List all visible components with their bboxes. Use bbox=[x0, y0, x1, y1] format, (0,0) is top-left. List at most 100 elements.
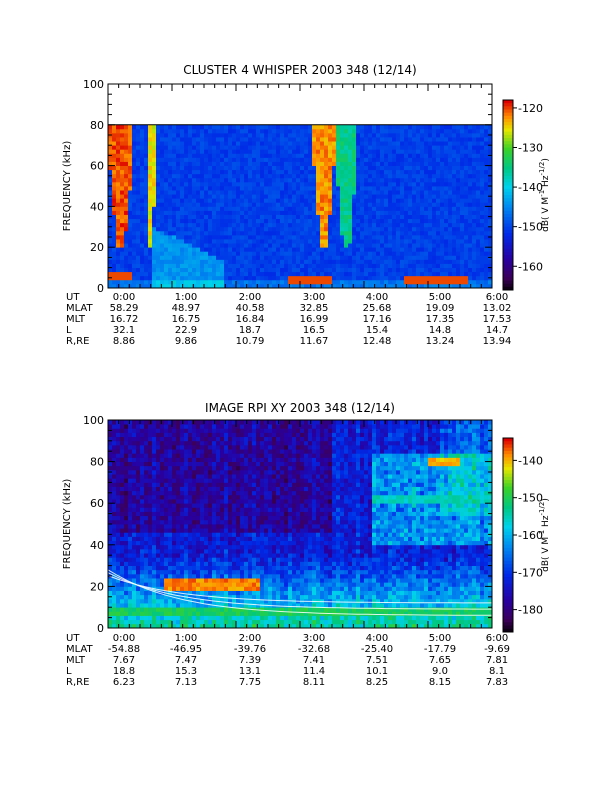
heatmap-cell bbox=[384, 263, 389, 268]
heatmap-cell bbox=[436, 141, 441, 146]
heatmap-cell bbox=[188, 247, 193, 252]
heatmap-cell bbox=[128, 519, 133, 525]
heatmap-cell bbox=[268, 124, 273, 130]
heatmap-cell bbox=[112, 511, 117, 517]
heatmap-cell bbox=[268, 275, 273, 281]
heatmap-cell bbox=[264, 190, 269, 195]
heatmap-cell bbox=[356, 137, 361, 142]
heatmap-cell bbox=[300, 165, 305, 171]
heatmap-cell bbox=[364, 255, 369, 260]
heatmap-cell bbox=[388, 177, 393, 183]
heatmap-cell bbox=[164, 124, 169, 130]
heatmap-cell bbox=[376, 149, 381, 154]
heatmap-cell bbox=[312, 206, 317, 211]
heatmap-cell bbox=[432, 222, 437, 228]
heatmap-cell bbox=[168, 528, 173, 533]
heatmap-cell bbox=[428, 128, 433, 134]
heatmap-cell bbox=[464, 186, 469, 191]
heatmap-cell bbox=[364, 124, 369, 130]
heatmap-cell bbox=[252, 259, 257, 264]
heatmap-cell bbox=[128, 440, 133, 446]
heatmap-cell bbox=[380, 141, 385, 146]
heatmap-cell bbox=[420, 173, 425, 179]
colorbar-swatch bbox=[503, 214, 513, 218]
heatmap-cell bbox=[112, 582, 117, 587]
heatmap-cell bbox=[164, 619, 169, 625]
ephem-row-label: L bbox=[66, 325, 72, 336]
heatmap-cell bbox=[148, 263, 153, 268]
heatmap-cell bbox=[392, 226, 397, 232]
heatmap-cell bbox=[460, 157, 465, 162]
heatmap-cell bbox=[124, 524, 129, 529]
heatmap-cell bbox=[128, 548, 133, 554]
heatmap-cell bbox=[488, 161, 493, 166]
heatmap-cell bbox=[452, 222, 457, 228]
heatmap-cell bbox=[452, 194, 457, 199]
heatmap-cell bbox=[116, 565, 121, 571]
heatmap-cell bbox=[164, 532, 169, 537]
heatmap-cell bbox=[324, 198, 329, 203]
heatmap-cell bbox=[240, 218, 245, 224]
heatmap-cell bbox=[108, 623, 113, 629]
heatmap-cell bbox=[296, 279, 301, 285]
heatmap-cell bbox=[356, 267, 361, 273]
heatmap-cell bbox=[404, 149, 409, 154]
heatmap-cell bbox=[376, 165, 381, 171]
heatmap-cell bbox=[112, 561, 117, 566]
heatmap-cell bbox=[376, 173, 381, 179]
heatmap-cell bbox=[200, 251, 205, 256]
heatmap-cell bbox=[144, 449, 149, 454]
heatmap-cell bbox=[144, 169, 149, 175]
heatmap-cell bbox=[176, 482, 181, 487]
heatmap-cell bbox=[120, 267, 125, 273]
heatmap-cell bbox=[376, 251, 381, 256]
heatmap-cell bbox=[464, 141, 469, 146]
heatmap-cell bbox=[244, 181, 249, 187]
heatmap-cell bbox=[388, 198, 393, 203]
heatmap-cell bbox=[300, 194, 305, 199]
heatmap-cell bbox=[336, 214, 341, 220]
heatmap-cell bbox=[348, 161, 353, 166]
heatmap-cell bbox=[468, 214, 473, 220]
heatmap-cell bbox=[136, 611, 141, 616]
heatmap-cell bbox=[264, 145, 269, 150]
heatmap-cell bbox=[240, 137, 245, 142]
heatmap-cell bbox=[156, 569, 161, 575]
heatmap-cell bbox=[392, 128, 397, 134]
heatmap-cell bbox=[132, 173, 137, 179]
heatmap-cell bbox=[224, 165, 229, 171]
heatmap-cell bbox=[112, 190, 117, 195]
heatmap-cell bbox=[128, 444, 133, 450]
heatmap-cell bbox=[176, 283, 181, 289]
heatmap-cell bbox=[124, 255, 129, 260]
heatmap-cell bbox=[272, 124, 277, 130]
heatmap-cell bbox=[216, 137, 221, 142]
heatmap-cell bbox=[424, 137, 429, 142]
heatmap-cell bbox=[472, 279, 477, 285]
heatmap-cell bbox=[160, 478, 165, 483]
heatmap-cell bbox=[420, 194, 425, 199]
heatmap-cell bbox=[428, 153, 433, 158]
heatmap-cell bbox=[240, 255, 245, 260]
heatmap-cell bbox=[308, 243, 313, 248]
heatmap-cell bbox=[408, 267, 413, 273]
heatmap-cell bbox=[288, 234, 293, 240]
heatmap-cell bbox=[308, 259, 313, 264]
heatmap-cell bbox=[208, 181, 213, 187]
heatmap-cell bbox=[140, 420, 145, 425]
heatmap-cell bbox=[172, 157, 177, 162]
heatmap-cell bbox=[452, 251, 457, 256]
heatmap-cell bbox=[204, 137, 209, 142]
heatmap-cell bbox=[160, 210, 165, 215]
heatmap-cell bbox=[352, 243, 357, 248]
heatmap-cell bbox=[152, 561, 157, 566]
heatmap-cell bbox=[172, 177, 177, 183]
heatmap-cell bbox=[308, 132, 313, 138]
heatmap-cell bbox=[480, 218, 485, 224]
heatmap-cell bbox=[316, 198, 321, 203]
heatmap-cell bbox=[116, 515, 121, 521]
heatmap-cell bbox=[264, 222, 269, 228]
heatmap-cell bbox=[124, 177, 129, 183]
heatmap-cell bbox=[376, 186, 381, 191]
heatmap-cell bbox=[128, 157, 133, 162]
